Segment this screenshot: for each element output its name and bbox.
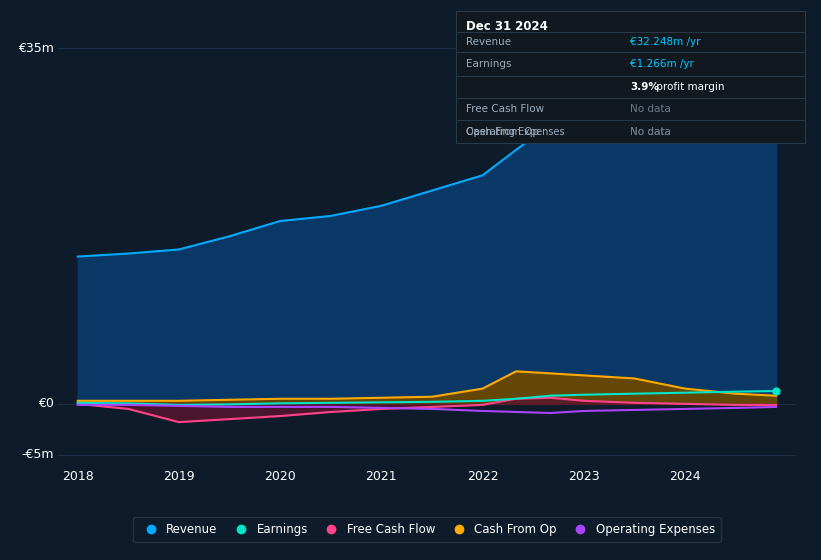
Text: -€5m: -€5m xyxy=(21,448,54,461)
Text: profit margin: profit margin xyxy=(653,82,724,92)
Text: No data: No data xyxy=(631,127,671,137)
Text: No data: No data xyxy=(631,104,671,114)
Text: €1.266m /yr: €1.266m /yr xyxy=(631,59,694,69)
Text: Revenue: Revenue xyxy=(466,37,511,47)
Text: Cash From Op: Cash From Op xyxy=(466,127,539,137)
Text: €35m: €35m xyxy=(18,42,54,55)
Legend: Revenue, Earnings, Free Cash Flow, Cash From Op, Operating Expenses: Revenue, Earnings, Free Cash Flow, Cash … xyxy=(133,517,721,542)
Text: Free Cash Flow: Free Cash Flow xyxy=(466,104,544,114)
Text: €0: €0 xyxy=(38,398,54,410)
Text: Dec 31 2024: Dec 31 2024 xyxy=(466,20,548,34)
Text: Earnings: Earnings xyxy=(466,59,511,69)
Text: 3.9%: 3.9% xyxy=(631,82,659,92)
Text: €32.248m /yr: €32.248m /yr xyxy=(631,37,700,47)
Text: Operating Expenses: Operating Expenses xyxy=(466,127,565,137)
Text: No data: No data xyxy=(631,127,671,137)
